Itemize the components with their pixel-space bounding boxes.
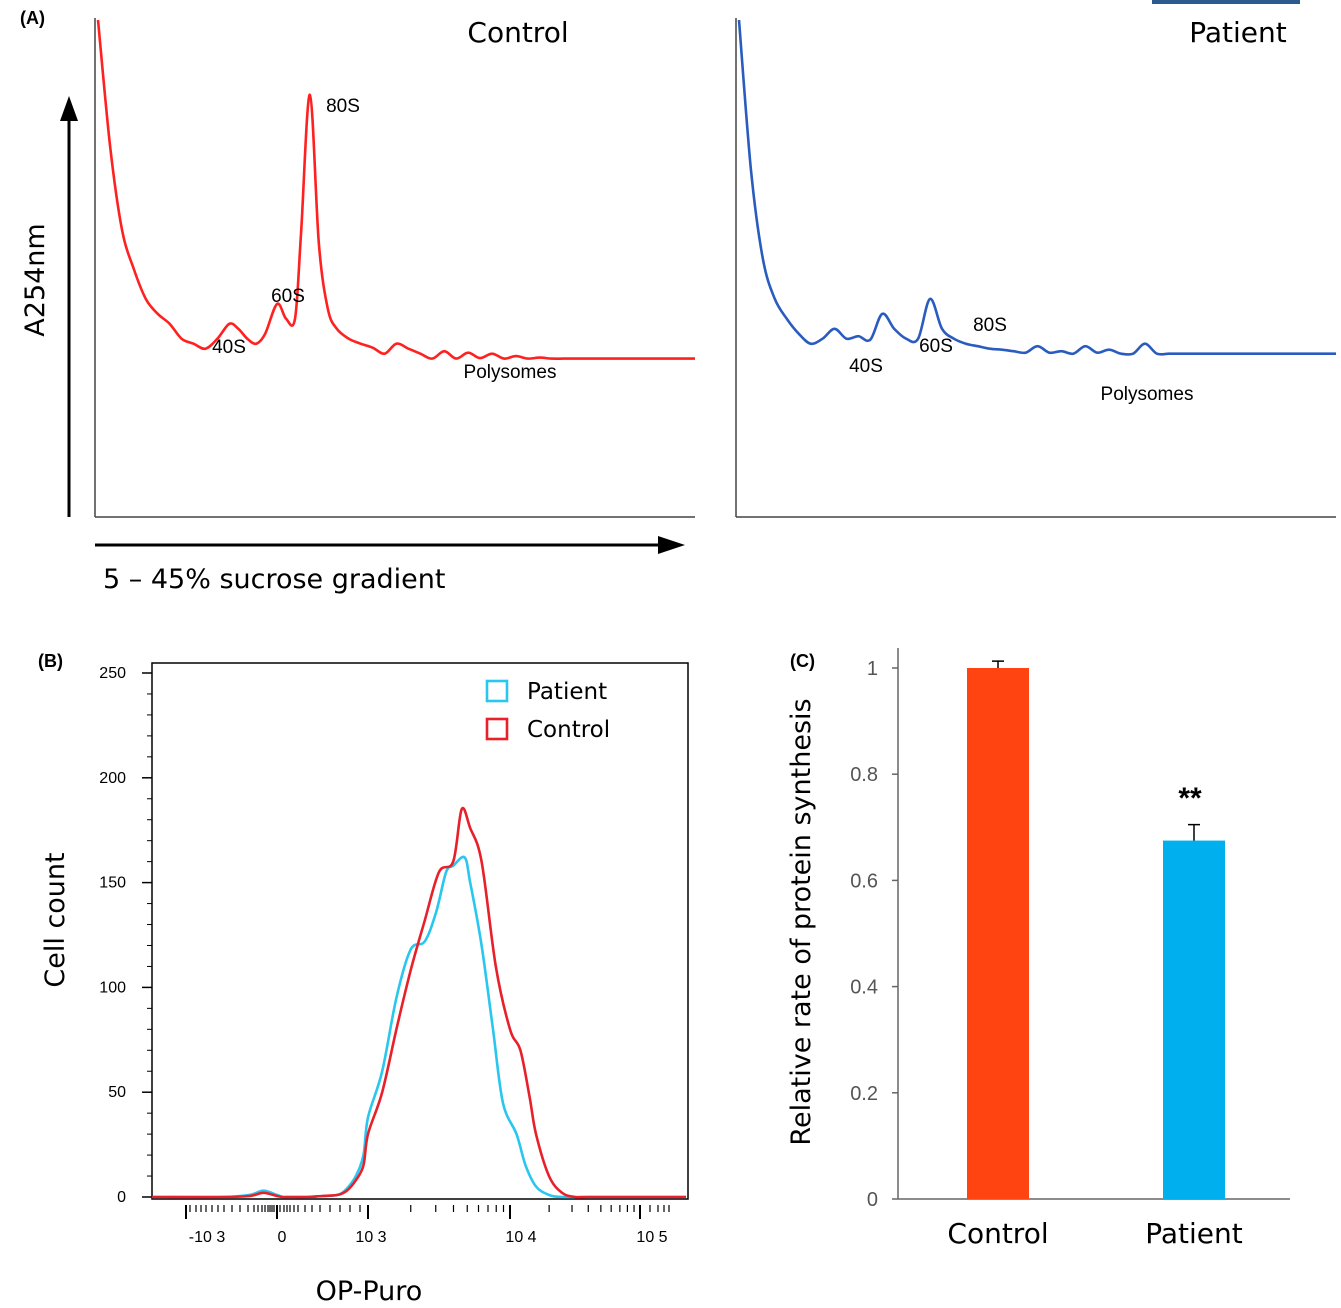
legend-patient-label: Patient xyxy=(527,679,607,705)
bar-y-ticks xyxy=(892,667,898,1200)
control-peak-40s: 40S xyxy=(212,337,246,358)
histogram-y-ticks xyxy=(142,672,152,1198)
histogram-patient-line xyxy=(151,855,686,1199)
histogram-ytick-250: 250 xyxy=(99,665,126,682)
bar-category-patient: Patient xyxy=(1145,1217,1243,1250)
protein-synthesis-axis-label: Relative rate of protein synthesis xyxy=(786,698,817,1145)
patient-peak-60s: 60S xyxy=(919,336,953,357)
bar-ytick-1: 1 xyxy=(867,658,878,680)
legend-patient-swatch xyxy=(485,679,509,703)
histogram-ytick-50: 50 xyxy=(108,1084,126,1101)
histogram-control-line xyxy=(151,806,686,1199)
x-arrow-head xyxy=(658,536,685,554)
legend-control-swatch xyxy=(485,717,509,741)
sucrose-gradient-label: 5 – 45% sucrose gradient xyxy=(103,564,445,595)
histogram-ytick-150: 150 xyxy=(99,875,126,892)
error-bar-patient xyxy=(1188,823,1200,841)
panel-c-letter: (C) xyxy=(790,651,815,671)
op-puro-axis-label: OP-Puro xyxy=(316,1276,423,1307)
histogram-xtick-0: 0 xyxy=(278,1229,287,1246)
bar-category-control: Control xyxy=(947,1217,1048,1250)
cell-count-axis-label: Cell count xyxy=(40,852,71,987)
y-arrow-head xyxy=(60,96,78,121)
histogram-xtick-1e4: 10 4 xyxy=(505,1229,536,1246)
control-peak-polysomes: Polysomes xyxy=(464,362,557,383)
control-profile-line xyxy=(96,19,695,360)
legend-control-label: Control xyxy=(527,717,610,743)
panel-b: (B) 0 50 100 150 200 250 -10 3 0 10 3 10… xyxy=(38,651,689,1307)
journal-header-bar xyxy=(1152,0,1300,4)
histogram-ytick-0: 0 xyxy=(117,1189,126,1206)
histogram-xtick-1e5: 10 5 xyxy=(636,1229,667,1246)
bar-ytick-0-2: 0.2 xyxy=(850,1083,878,1105)
bar-ytick-0-4: 0.4 xyxy=(850,977,878,999)
bar-ytick-0-8: 0.8 xyxy=(850,764,878,786)
control-profile-title: Control xyxy=(467,16,568,49)
a254-axis-label: A254nm xyxy=(20,223,51,336)
panel-a: (A) A254nm 5 – 45% sucrose gradient Cont… xyxy=(20,8,1336,595)
error-bar-control xyxy=(992,660,1004,668)
bar-control xyxy=(967,668,1029,1199)
histogram-xtick-1e3: 10 3 xyxy=(355,1229,386,1246)
bar-ytick-0: 0 xyxy=(867,1189,878,1211)
patient-peak-polysomes: Polysomes xyxy=(1101,384,1194,405)
bar-patient xyxy=(1163,840,1225,1199)
bar-ytick-0-6: 0.6 xyxy=(850,870,878,892)
histogram-x-ticks xyxy=(185,1205,670,1219)
histogram-ytick-100: 100 xyxy=(99,979,126,996)
control-peak-80s: 80S xyxy=(326,96,360,117)
panel-b-letter: (B) xyxy=(38,651,63,671)
patient-peak-40s: 40S xyxy=(849,356,883,377)
significance-marker: ** xyxy=(1178,782,1202,815)
patient-profile-line xyxy=(737,19,1336,356)
histogram-xtick-neg-1e3: -10 3 xyxy=(189,1229,226,1246)
histogram-frame xyxy=(151,662,689,1200)
panel-c: (C) 0 0.2 0.4 0.6 0.8 1 Control Patient … xyxy=(786,648,1290,1250)
control-peak-60s: 60S xyxy=(271,286,305,307)
patient-peak-80s: 80S xyxy=(973,315,1007,336)
histogram-ytick-200: 200 xyxy=(99,770,126,787)
patient-profile-title: Patient xyxy=(1189,16,1287,49)
panel-a-letter: (A) xyxy=(20,8,45,28)
